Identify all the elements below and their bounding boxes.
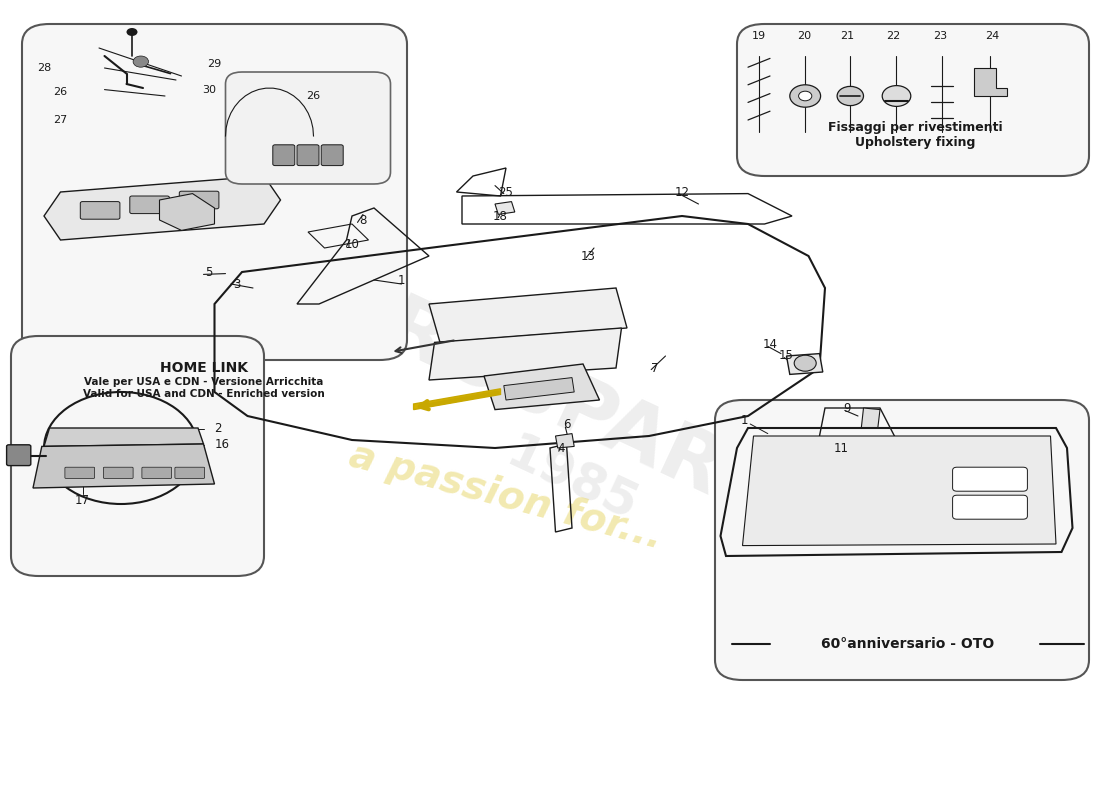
FancyBboxPatch shape xyxy=(22,24,407,360)
Text: 13: 13 xyxy=(581,250,596,262)
Text: 60°anniversario - OTO: 60°anniversario - OTO xyxy=(821,637,994,651)
FancyBboxPatch shape xyxy=(65,467,95,478)
FancyBboxPatch shape xyxy=(80,202,120,219)
FancyBboxPatch shape xyxy=(175,467,205,478)
Text: 11: 11 xyxy=(834,442,849,454)
FancyBboxPatch shape xyxy=(321,145,343,166)
Text: a passion for...: a passion for... xyxy=(345,436,667,556)
Polygon shape xyxy=(974,68,1006,96)
Text: 9: 9 xyxy=(844,402,850,414)
Text: 23: 23 xyxy=(934,31,947,41)
Text: 3: 3 xyxy=(233,278,240,290)
Circle shape xyxy=(133,56,148,67)
FancyBboxPatch shape xyxy=(953,495,1027,519)
FancyBboxPatch shape xyxy=(179,191,219,209)
Text: Fissaggi per rivestimenti: Fissaggi per rivestimenti xyxy=(828,122,1002,134)
Text: 25: 25 xyxy=(498,186,514,198)
FancyBboxPatch shape xyxy=(11,336,264,576)
Text: 26: 26 xyxy=(54,87,67,97)
Text: 1: 1 xyxy=(741,414,748,426)
FancyBboxPatch shape xyxy=(103,467,133,478)
Polygon shape xyxy=(429,328,621,380)
Text: Upholstery fixing: Upholstery fixing xyxy=(855,136,976,149)
Polygon shape xyxy=(429,288,627,342)
Circle shape xyxy=(794,355,816,371)
Text: 30: 30 xyxy=(202,85,216,94)
Text: EUROSPARES: EUROSPARES xyxy=(263,238,837,562)
FancyBboxPatch shape xyxy=(273,145,295,166)
Text: 18: 18 xyxy=(493,210,508,222)
Text: 5: 5 xyxy=(206,266,212,278)
Polygon shape xyxy=(33,444,214,488)
Text: 27: 27 xyxy=(54,115,67,125)
Text: 1: 1 xyxy=(398,274,405,286)
Circle shape xyxy=(837,86,864,106)
Text: 10: 10 xyxy=(344,238,360,250)
Polygon shape xyxy=(504,378,574,400)
Text: 8: 8 xyxy=(360,214,366,226)
Text: 20: 20 xyxy=(798,31,811,41)
Polygon shape xyxy=(495,202,515,214)
Text: 15: 15 xyxy=(779,350,794,362)
Polygon shape xyxy=(556,434,574,448)
FancyBboxPatch shape xyxy=(130,196,169,214)
Polygon shape xyxy=(861,408,880,428)
Text: 22: 22 xyxy=(887,31,900,41)
Circle shape xyxy=(790,85,821,107)
Text: 26: 26 xyxy=(307,91,320,101)
FancyBboxPatch shape xyxy=(226,72,390,184)
Text: 28: 28 xyxy=(37,63,51,73)
Circle shape xyxy=(882,86,911,106)
Text: 14: 14 xyxy=(762,338,778,350)
Text: 4: 4 xyxy=(558,442,564,454)
FancyBboxPatch shape xyxy=(737,24,1089,176)
Polygon shape xyxy=(160,194,215,230)
Circle shape xyxy=(126,28,138,36)
Text: Vale per USA e CDN - Versione Arricchita: Vale per USA e CDN - Versione Arricchita xyxy=(84,378,323,387)
FancyBboxPatch shape xyxy=(142,467,172,478)
FancyBboxPatch shape xyxy=(7,445,31,466)
Text: 24: 24 xyxy=(986,31,999,41)
Text: 19: 19 xyxy=(752,31,766,41)
Text: 2: 2 xyxy=(214,422,222,434)
Polygon shape xyxy=(44,428,204,446)
FancyBboxPatch shape xyxy=(297,145,319,166)
Text: Valid for USA and CDN - Enriched version: Valid for USA and CDN - Enriched version xyxy=(82,390,324,399)
Polygon shape xyxy=(484,364,600,410)
Text: 29: 29 xyxy=(208,59,221,69)
Text: 16: 16 xyxy=(214,438,230,450)
Text: 17: 17 xyxy=(75,494,90,506)
FancyBboxPatch shape xyxy=(953,467,1027,491)
Text: 1985: 1985 xyxy=(498,429,646,531)
Text: 21: 21 xyxy=(840,31,854,41)
Text: 12: 12 xyxy=(674,186,690,198)
Text: HOME LINK: HOME LINK xyxy=(160,361,248,375)
Polygon shape xyxy=(414,389,501,410)
Circle shape xyxy=(799,91,812,101)
Text: 7: 7 xyxy=(651,362,658,374)
Text: 6: 6 xyxy=(563,418,570,430)
Polygon shape xyxy=(742,436,1056,546)
FancyBboxPatch shape xyxy=(715,400,1089,680)
Polygon shape xyxy=(786,354,823,374)
Polygon shape xyxy=(44,176,280,240)
